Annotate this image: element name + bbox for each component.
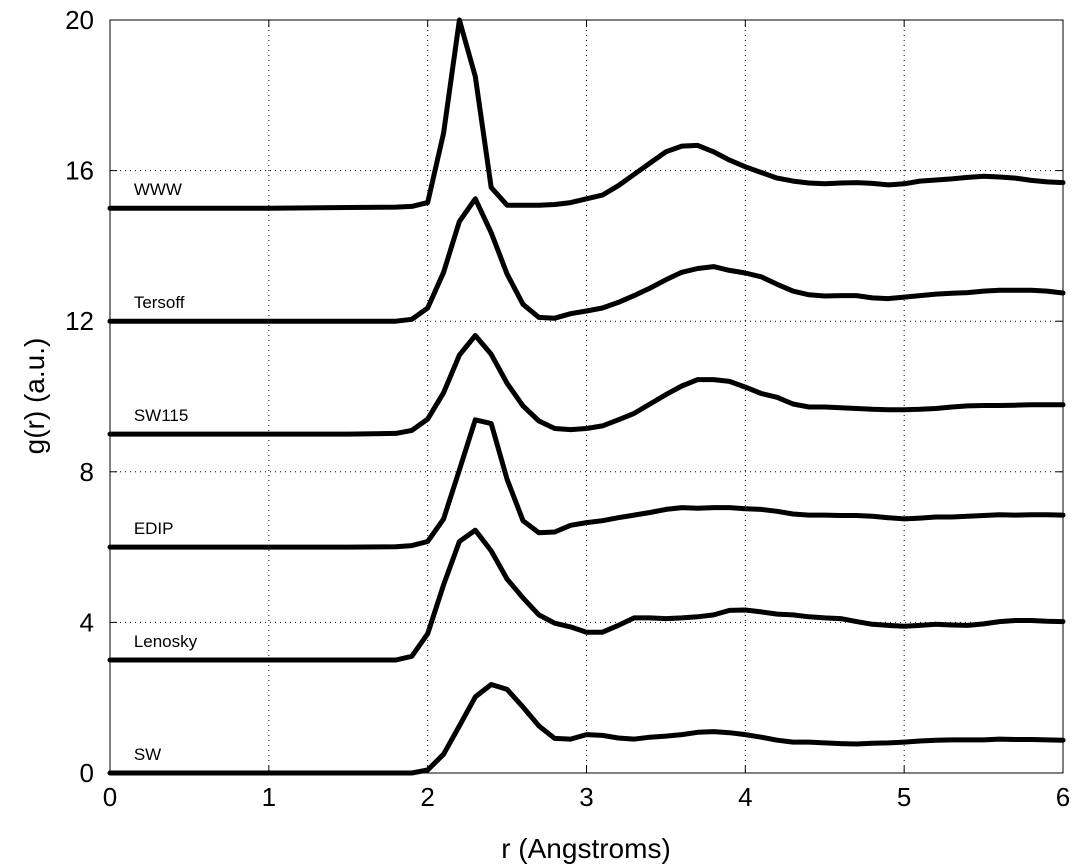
x-axis-title: r (Angstroms) xyxy=(501,833,671,864)
series-label-sw115: SW115 xyxy=(134,406,189,425)
series-label-www: WWW xyxy=(134,180,182,199)
x-tick-label: 5 xyxy=(897,782,911,812)
y-tick-label: 16 xyxy=(65,156,94,186)
x-tick-label: 1 xyxy=(262,782,276,812)
x-tick-label: 3 xyxy=(579,782,593,812)
x-tick-label: 2 xyxy=(420,782,434,812)
series-line-edip xyxy=(107,417,1066,550)
y-tick-label: 20 xyxy=(65,5,94,35)
series-label-edip: EDIP xyxy=(134,519,174,538)
y-axis-title: g(r) (a.u.) xyxy=(19,338,50,455)
x-tick-label: 6 xyxy=(1056,782,1070,812)
series-line-sw xyxy=(107,682,1066,776)
series-label-tersoff: Tersoff xyxy=(134,293,185,312)
x-tick-label: 0 xyxy=(103,782,117,812)
y-tick-label: 8 xyxy=(80,457,94,487)
grid xyxy=(110,20,1063,773)
series-line-tersoff xyxy=(107,196,1066,324)
y-tick-label: 0 xyxy=(80,758,94,788)
series-line-sw115 xyxy=(107,333,1066,437)
series-lines xyxy=(107,17,1066,776)
series-label-sw: SW xyxy=(134,745,161,764)
series-labels: WWW Tersoff SW115 EDIP Lenosky SW xyxy=(134,180,198,764)
series-line-lenosky xyxy=(107,527,1066,663)
y-tick-label: 12 xyxy=(65,306,94,336)
series-label-lenosky: Lenosky xyxy=(134,632,198,651)
series-line-www xyxy=(107,17,1066,211)
y-tick-label: 4 xyxy=(80,607,94,637)
x-tick-label: 4 xyxy=(738,782,752,812)
